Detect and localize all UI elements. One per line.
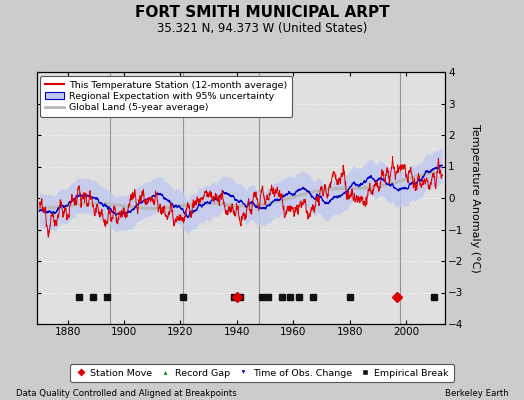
Legend: This Temperature Station (12-month average), Regional Expectation with 95% uncer: This Temperature Station (12-month avera… [40, 76, 292, 117]
Legend: Station Move, Record Gap, Time of Obs. Change, Empirical Break: Station Move, Record Gap, Time of Obs. C… [70, 364, 454, 382]
Text: Berkeley Earth: Berkeley Earth [444, 389, 508, 398]
Text: 35.321 N, 94.373 W (United States): 35.321 N, 94.373 W (United States) [157, 22, 367, 35]
Text: FORT SMITH MUNICIPAL ARPT: FORT SMITH MUNICIPAL ARPT [135, 5, 389, 20]
Y-axis label: Temperature Anomaly (°C): Temperature Anomaly (°C) [471, 124, 481, 272]
Text: Data Quality Controlled and Aligned at Breakpoints: Data Quality Controlled and Aligned at B… [16, 389, 236, 398]
